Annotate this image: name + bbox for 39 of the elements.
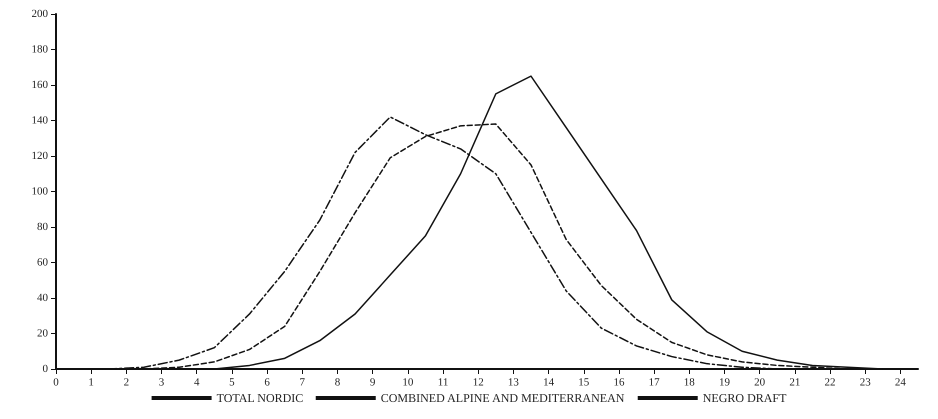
x-tick-label: 17: [648, 376, 660, 388]
x-tick-label: 11: [438, 376, 448, 388]
x-tick-label: 13: [508, 376, 520, 388]
legend-label: TOTAL NORDIC: [216, 391, 304, 405]
x-tick-label: 22: [824, 376, 836, 388]
y-tick-label: 40: [37, 292, 48, 304]
x-tick-label: 8: [334, 376, 341, 388]
y-tick-label: 80: [37, 221, 48, 233]
y-tick-label: 140: [32, 114, 48, 126]
x-tick-label: 19: [718, 376, 730, 388]
x-tick-label: 12: [472, 376, 484, 388]
x-tick-label: 9: [370, 376, 376, 388]
x-tick-label: 5: [229, 376, 236, 388]
y-tick-label: 0: [42, 363, 48, 375]
x-tick-label: 3: [158, 376, 165, 388]
y-tick-label: 120: [32, 150, 48, 162]
y-tick-label: 160: [32, 79, 48, 91]
legend-label: COMBINED ALPINE AND MEDITERRANEAN: [380, 391, 625, 405]
y-tick-label: 180: [32, 44, 48, 56]
x-tick-label: 4: [194, 376, 200, 388]
x-tick-label: 24: [894, 376, 906, 388]
x-tick-label: 0: [53, 376, 60, 388]
x-tick-label: 15: [578, 376, 590, 388]
x-tick-label: 6: [264, 376, 270, 388]
y-tick-label: 60: [37, 256, 48, 268]
y-tick-label: 200: [32, 8, 48, 20]
y-tick-label: 20: [37, 328, 48, 340]
x-tick-label: 20: [754, 376, 766, 388]
x-tick-label: 18: [684, 376, 696, 388]
x-tick-label: 16: [613, 376, 625, 388]
x-tick-label: 21: [789, 376, 800, 388]
x-tick-label: 10: [402, 376, 414, 388]
x-tick-label: 1: [88, 376, 94, 388]
y-tick-label: 100: [32, 186, 48, 198]
x-tick-label: 2: [124, 376, 130, 388]
x-tick-label: 7: [300, 376, 306, 388]
x-tick-label: 14: [543, 376, 555, 388]
x-tick-label: 23: [860, 376, 872, 388]
legend-label: NEGRO DRAFT: [702, 391, 788, 405]
